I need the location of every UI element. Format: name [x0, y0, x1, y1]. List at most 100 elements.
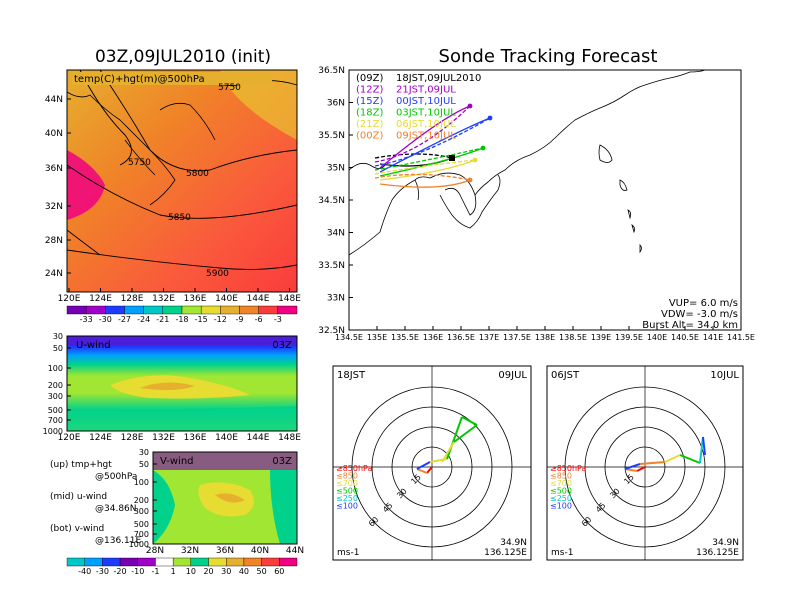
pressure-tick-label: 500: [134, 520, 149, 529]
vwind-east: [270, 470, 297, 544]
lon-tick-label: 135E: [367, 333, 387, 342]
map500-cold-region: [67, 150, 105, 220]
legend-label: 00JST,10JUL: [396, 96, 456, 107]
map500-frame: [66, 69, 298, 293]
hodograph-unit: ms-1: [551, 548, 573, 558]
level-legend-label: ≤850: [336, 472, 358, 481]
lon-tick-label: 140.5E: [671, 333, 699, 342]
param-vdw: VDW= -3.0 m/s: [661, 309, 738, 320]
lat-tick-label: 33N: [327, 294, 345, 304]
legend-label: 18JST,09JUL2010: [396, 73, 481, 84]
lat-tick-label: 35N: [327, 164, 345, 174]
wind-colorbar-swatch: [119, 557, 138, 567]
hodograph-segment: [416, 461, 431, 470]
lon-tick-label: 124E: [89, 294, 112, 304]
map500-warm-northeast: [220, 70, 297, 140]
note-up: (up) tmp+hgt: [50, 460, 112, 470]
lon-tick-label: 128E: [121, 294, 144, 304]
wind-colorbar-swatch: [84, 557, 103, 567]
forecast-track: [374, 105, 471, 163]
lat-tick-label: 28N: [146, 546, 164, 556]
track-params: VUP= 6.0 m/s VDW= -3.0 m/s Burst Alt= 34…: [642, 298, 738, 331]
temp-colorbar-swatch: [162, 305, 183, 315]
lon-tick-label: 141.5E: [727, 333, 755, 342]
vwind-west: [153, 470, 175, 544]
track-coastline: [348, 69, 706, 256]
pressure-tick-label: 1000: [129, 540, 149, 549]
temp-colorbar-label: -21: [156, 315, 169, 324]
contour-label: 5900: [206, 269, 229, 279]
pressure-tick-label: 200: [48, 381, 63, 390]
legend-code: (09Z): [356, 73, 383, 84]
uwind-time: 03Z: [272, 340, 292, 351]
wind-colorbar-label: -40: [78, 567, 91, 576]
pressure-tick-label: 700: [48, 416, 63, 425]
lon-tick-label: 136E: [184, 433, 207, 443]
lon-tick-label: 136.5E: [447, 333, 475, 342]
temp-colorbar-swatch: [220, 305, 240, 315]
burst-point: [472, 157, 478, 163]
wind-colorbar-label: -20: [114, 567, 127, 576]
contour-label: 5750: [128, 158, 151, 168]
pressure-tick-label: 200: [134, 496, 149, 505]
lon-tick-label: 136E: [184, 294, 207, 304]
wind-colorbar-swatch: [155, 557, 174, 567]
track-coastline-peninsula: [439, 174, 501, 229]
lon-tick-label: 135.5E: [391, 333, 419, 342]
forecast-track: [374, 117, 491, 167]
vwind-top: [153, 452, 297, 470]
lat-tick-label: 34N: [327, 229, 345, 239]
hodograph-segment: [416, 468, 428, 474]
temp-colorbar-swatch: [181, 305, 202, 315]
hodograph-unit: ms-1: [337, 548, 359, 558]
pressure-tick-label: 50: [53, 344, 63, 353]
uwind-core-inner: [140, 382, 195, 391]
hodograph-segment: [453, 424, 478, 443]
lon-tick-label: 132E: [152, 433, 175, 443]
hodograph-segment: [624, 463, 641, 470]
temp-colorbar-swatch: [105, 305, 125, 315]
lon-tick-label: 144E: [247, 433, 270, 443]
forecast-track-descent: [379, 147, 484, 177]
map500-label-bg: [72, 72, 272, 85]
wind-colorbar-label: -30: [96, 567, 109, 576]
vwind-label: V-wind: [160, 456, 194, 467]
legend-code: (15Z): [356, 96, 383, 107]
lon-tick-label: 137E: [479, 333, 499, 342]
lon-tick-label: 140E: [215, 294, 238, 304]
contour-label: 5750: [218, 83, 241, 93]
lat-tick-label: 36.5N: [318, 66, 345, 76]
track-map-frame: [348, 69, 742, 331]
temp-colorbar-label: -33: [80, 315, 93, 324]
lat-tick-label: 34.5N: [318, 196, 345, 206]
note-bot: (bot) v-wind: [50, 524, 104, 534]
pressure-tick-label: 30: [139, 448, 149, 457]
hodograph-segment: [664, 454, 681, 463]
lon-tick-label: 139.5E: [615, 333, 643, 342]
lat-tick-label: 35.5N: [318, 131, 345, 141]
wind-colorbar-label: 20: [203, 567, 213, 576]
lat-tick-label: 32N: [181, 546, 199, 556]
hodograph-time: 06JST: [551, 370, 580, 381]
pressure-tick-label: 300: [48, 392, 63, 401]
temp-colorbar-swatch: [124, 305, 144, 315]
temp-colorbar-label: -3: [274, 315, 282, 324]
legend-label: 09JST,10JUL: [396, 131, 456, 142]
lat-tick-label: 36N: [45, 164, 63, 174]
wind-colorbar-swatch: [243, 557, 262, 567]
lat-tick-label: 44N: [45, 95, 63, 105]
map500-contour-5800: [99, 69, 298, 172]
level-legend-label: ≤850: [550, 472, 572, 481]
level-legend-label: ≤100: [550, 502, 572, 511]
track-map-panel: (09Z) 18JST,09JUL2010 (12Z) 21JST,09JUL (15Z…: [318, 66, 755, 342]
pressure-tick-label: 1000: [43, 427, 63, 436]
map500-panel: temp(C)+hgt(m)@500hPa 5750 5750 5800 585…: [45, 69, 301, 324]
temp-colorbar-label: -27: [118, 315, 131, 324]
hodograph-segment: [639, 461, 666, 465]
burst-point: [467, 177, 473, 183]
uwind-top: [67, 336, 297, 346]
lon-tick-label: 148E: [278, 294, 301, 304]
